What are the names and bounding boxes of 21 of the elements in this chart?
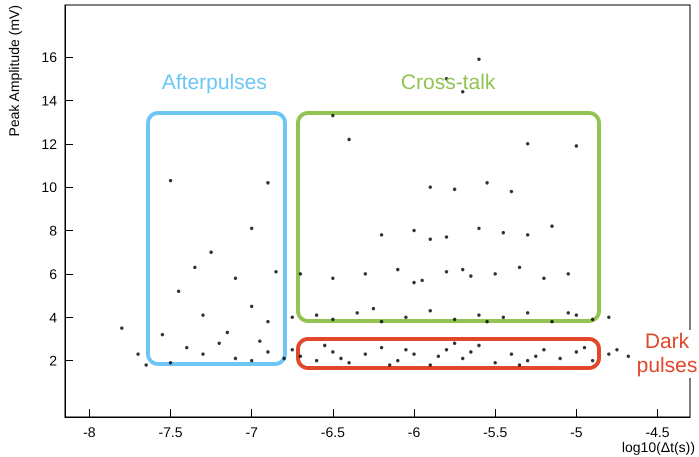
x-tick-label: -8 — [83, 424, 96, 440]
x-tick-label: -7.5 — [158, 424, 183, 440]
x-tick-label: -4.5 — [645, 424, 670, 440]
y-tick-label: 6 — [49, 266, 58, 282]
x-tick-label: -5.5 — [483, 424, 508, 440]
x-tick-label: -7 — [245, 424, 258, 440]
y-tick-label: 10 — [41, 179, 58, 196]
x-axis-title: log10(Δt(s)) — [622, 439, 696, 455]
y-tick-label: 2 — [49, 352, 58, 369]
y-axis-title: Peak Amplitude (mV) — [6, 5, 22, 136]
y-tick-label: 16 — [41, 49, 58, 66]
x-tick-label: -6.5 — [320, 424, 346, 440]
y-tick-label: 8 — [49, 222, 58, 239]
y-tick-label: 4 — [49, 309, 58, 326]
annotation: Afterpulses — [162, 71, 267, 96]
annotation: Dark pulses — [636, 330, 698, 378]
x-tick-label: -5 — [570, 424, 583, 440]
annotation: Cross-talk — [400, 71, 496, 96]
y-tick-label: 12 — [41, 136, 58, 152]
y-tick-label: 14 — [41, 92, 58, 108]
x-tick-label: -6 — [408, 424, 420, 440]
